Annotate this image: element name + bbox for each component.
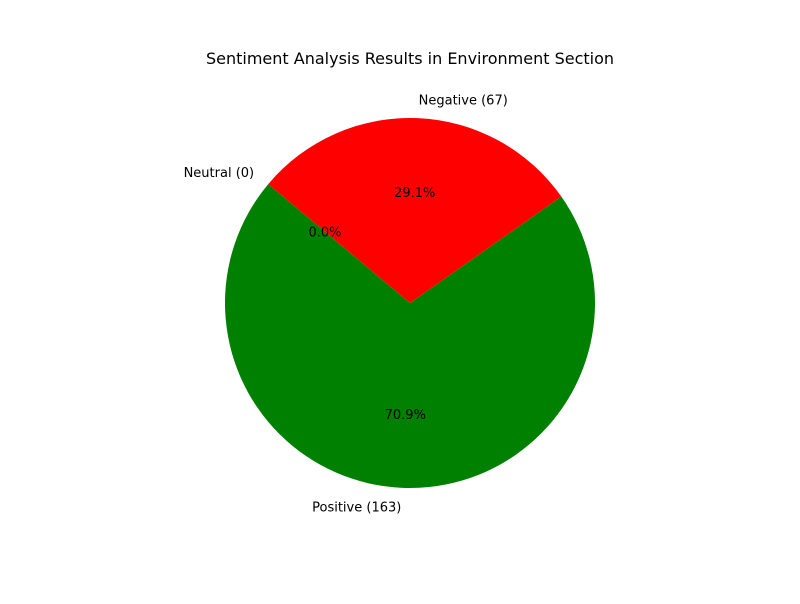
percent-label-negative: 29.1%	[394, 186, 435, 201]
slice-label-positive: Positive (163)	[312, 500, 401, 515]
percent-label-positive: 70.9%	[385, 408, 426, 423]
slice-label-negative: Negative (67)	[419, 94, 508, 109]
percent-label-neutral: 0.0%	[308, 226, 341, 241]
chart-title: Sentiment Analysis Results in Environmen…	[206, 49, 614, 68]
pie-slice-positive	[224, 184, 595, 488]
pie-slice-negative	[268, 118, 562, 303]
pie-labels: Positive (163) 70.9% Negative (67) 29.1% Neu…	[184, 94, 508, 516]
pie-slices	[224, 118, 595, 488]
slice-label-neutral: Neutral (0)	[184, 166, 255, 181]
